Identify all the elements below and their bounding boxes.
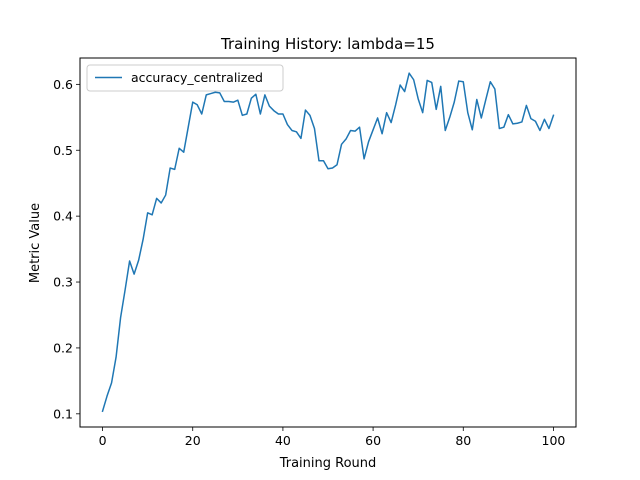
y-tick-label: 0.2 — [53, 340, 73, 355]
chart-title: Training History: lambda=15 — [220, 35, 435, 53]
series-line-0 — [101, 72, 555, 413]
x-tick-label: 0 — [99, 433, 107, 448]
legend-entry-label: accuracy_centralized — [131, 70, 263, 85]
y-tick-label: 0.6 — [53, 77, 73, 92]
legend: accuracy_centralized — [86, 64, 284, 92]
x-tick-label: 100 — [542, 433, 566, 448]
legend-box — [86, 64, 284, 92]
plot-area — [101, 72, 555, 413]
y-tick-label: 0.1 — [53, 406, 73, 421]
y-tick-label: 0.5 — [53, 143, 73, 158]
x-tick-label: 80 — [455, 433, 471, 448]
x-tick-label: 60 — [365, 433, 381, 448]
y-tick-label: 0.3 — [53, 275, 73, 290]
y-tick-label: 0.4 — [53, 209, 73, 224]
axes-frame — [79, 57, 577, 428]
y-axis-label: Metric Value — [28, 203, 43, 283]
x-axis-label: Training Round — [279, 456, 377, 471]
axis-ticks: 0 20 40 60 80 100 0.1 0.2 0.3 0.4 0.5 0.6 — [53, 77, 565, 448]
x-tick-label: 40 — [275, 433, 291, 448]
x-tick-label: 20 — [185, 433, 201, 448]
